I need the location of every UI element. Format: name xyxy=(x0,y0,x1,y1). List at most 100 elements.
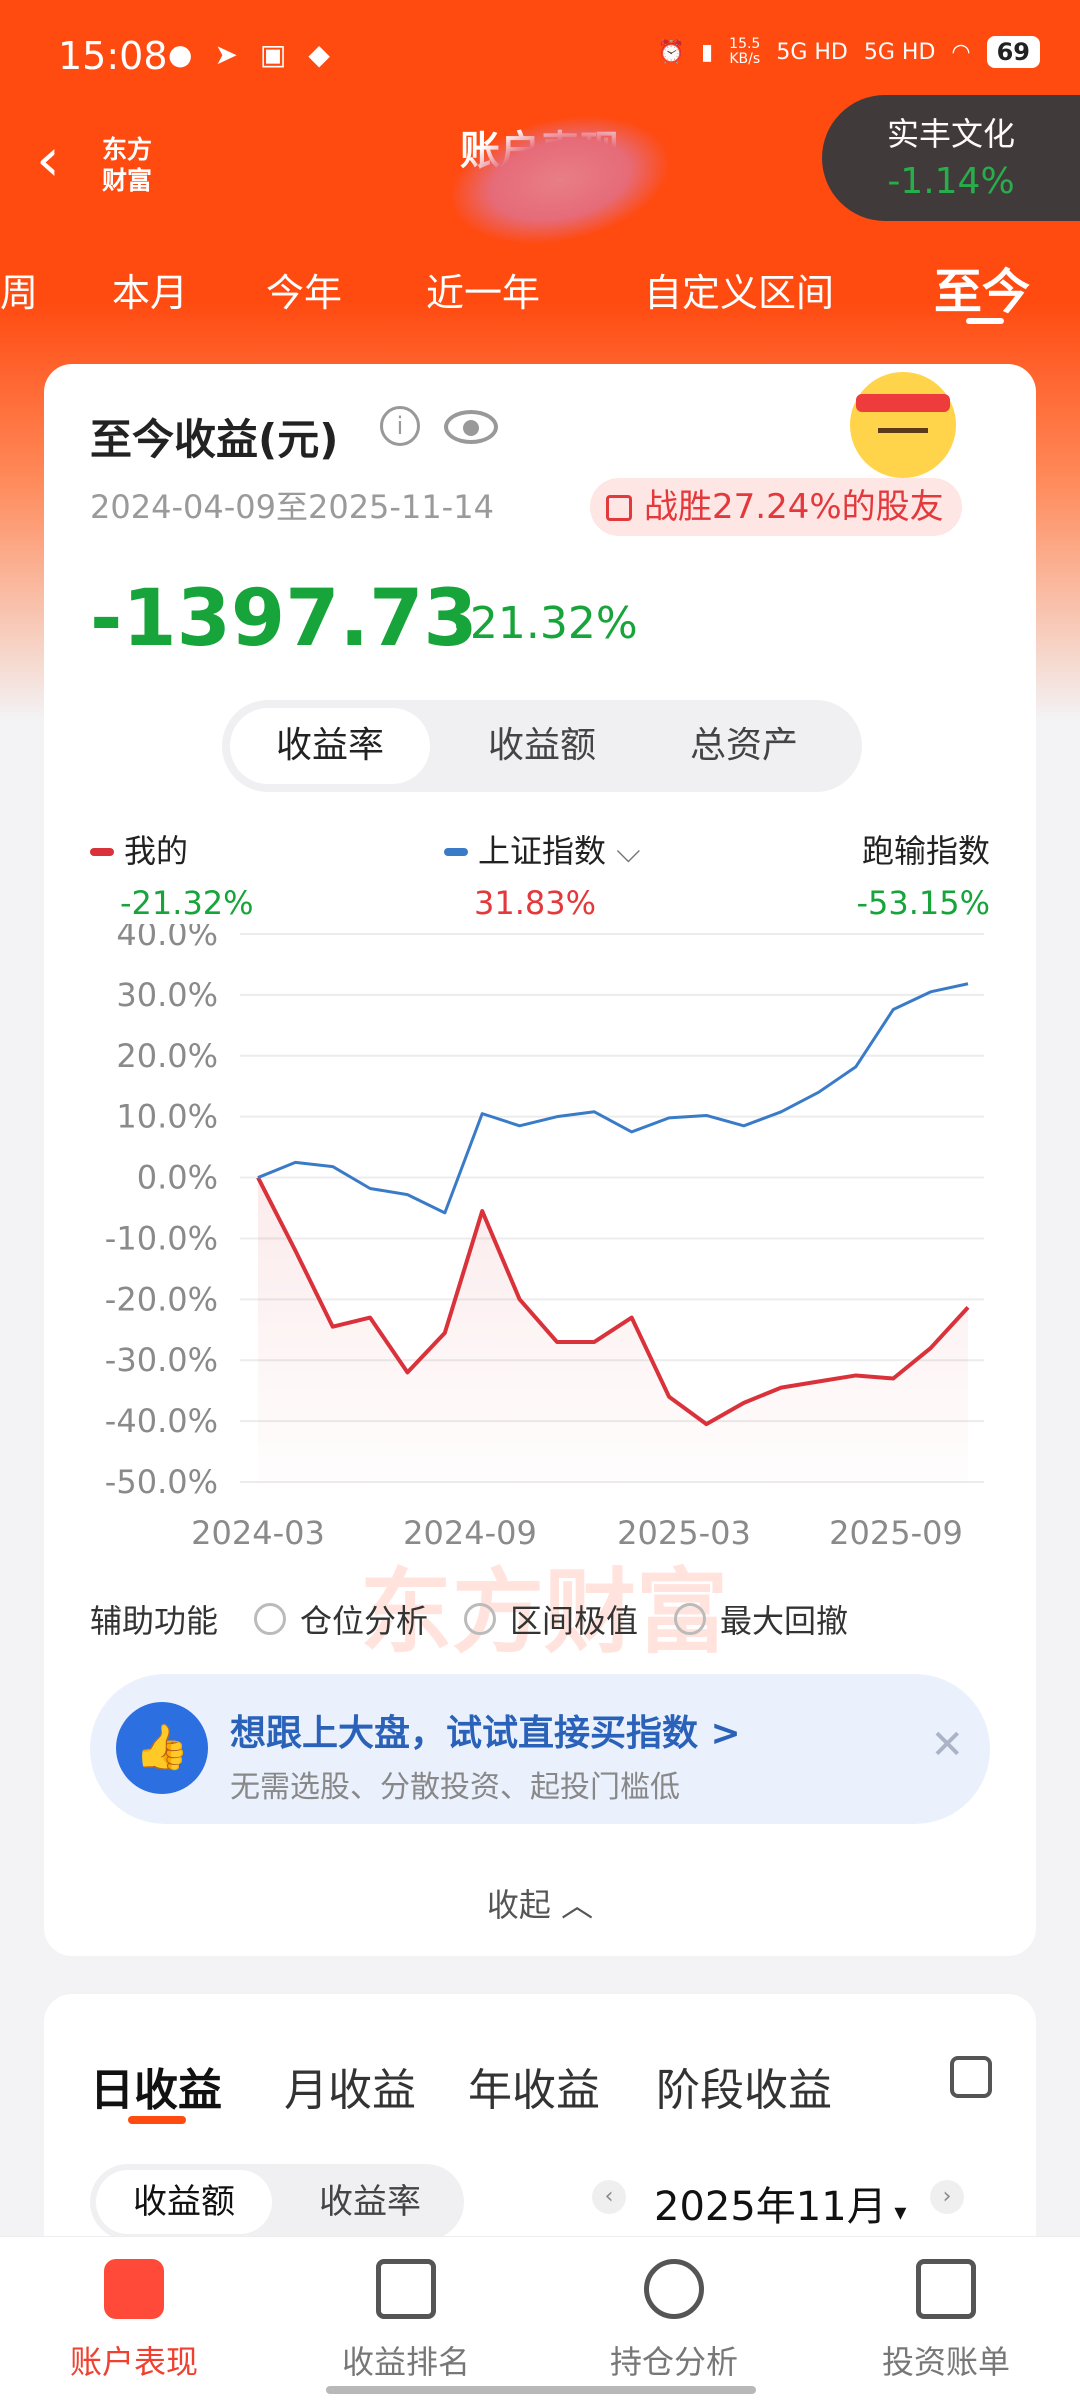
tab-daily-income[interactable]: 日收益 xyxy=(90,2065,222,2116)
stock-chip[interactable]: 实丰文化 -1.14% xyxy=(822,95,1080,221)
income-segmented-control: 收益额 收益率 xyxy=(90,2164,464,2240)
stock-name: 实丰文化 xyxy=(886,115,1015,153)
y-tick-label: 30.0% xyxy=(116,976,218,1014)
prev-month-icon[interactable]: ‹ xyxy=(592,2180,626,2214)
tab-custom-range[interactable]: 自定义区间 xyxy=(644,271,835,315)
eastmoney-logo: 东方 财富 xyxy=(101,135,152,195)
bottom-tab-holdings-analysis[interactable]: 持仓分析 xyxy=(564,2259,784,2383)
layers-icon: ◆ xyxy=(308,38,330,71)
radio-icon xyxy=(674,1603,707,1635)
data-point xyxy=(332,1326,334,1328)
data-point xyxy=(369,1188,371,1190)
data-point xyxy=(892,1377,894,1379)
message-icon: ● xyxy=(168,38,193,71)
data-point xyxy=(967,1306,969,1308)
beat-percentile-badge[interactable]: 战胜27.24%的股友 xyxy=(590,478,962,536)
radio-icon xyxy=(464,1603,497,1635)
system-icons: ⏰ ▮ 15.5 KB/s 5G HD 5G HD ◠ 69 xyxy=(658,36,1040,68)
summary-card: 至今收益(元) i 2024-04-09至2025-11-14 战胜27.24%… xyxy=(44,364,1036,1956)
index-promo-banner[interactable]: 👍 想跟上大盘，试试直接买指数 > 无需选股、分散投资、起投门槛低 ✕ xyxy=(90,1674,990,1824)
series-area-我的 xyxy=(258,1177,968,1482)
eye-icon[interactable] xyxy=(444,410,498,444)
bottom-tab-profit-ranking[interactable]: 收益排名 xyxy=(296,2259,516,2383)
radio-max-drawdown[interactable]: 最大回撤 xyxy=(674,1596,848,1642)
bottom-tab-investment-bill[interactable]: 投资账单 xyxy=(836,2259,1056,2383)
trend-chart-icon xyxy=(104,2259,164,2319)
tab-monthly-income[interactable]: 月收益 xyxy=(284,2065,416,2116)
data-point xyxy=(855,1374,857,1376)
share-icon[interactable] xyxy=(950,2056,992,2098)
data-point xyxy=(519,1298,521,1300)
segment-return-rate[interactable]: 收益率 xyxy=(230,708,430,784)
data-point xyxy=(705,1423,707,1425)
segment-income-amount[interactable]: 收益额 xyxy=(96,2170,272,2234)
y-tick-label: -50.0% xyxy=(105,1463,218,1501)
y-tick-label: 10.0% xyxy=(116,1098,218,1136)
legend-red-dot xyxy=(90,848,114,856)
legend-blue-dot xyxy=(444,848,468,856)
y-tick-label: 40.0% xyxy=(116,924,218,953)
active-tab-underline xyxy=(128,2116,186,2124)
tab-stage-income[interactable]: 阶段收益 xyxy=(656,2065,832,2116)
net-speed: 15.5 KB/s xyxy=(729,36,761,67)
data-point xyxy=(668,1396,670,1398)
data-point xyxy=(743,1402,745,1404)
data-point xyxy=(332,1166,334,1168)
data-point xyxy=(818,1381,820,1383)
return-chart[interactable]: 40.0% 30.0% 20.0% 10.0% 0.0% -10.0% -20.0% -30.… xyxy=(44,924,1036,1914)
data-point xyxy=(369,1317,371,1319)
tab-since-inception[interactable]: 至今 xyxy=(934,264,1031,320)
legend-index[interactable]: 上证指数 ⌵ 31.83% xyxy=(444,826,640,922)
data-point xyxy=(481,1210,483,1212)
stock-change: -1.14% xyxy=(887,161,1015,202)
data-point xyxy=(780,1111,782,1113)
battery-indicator: 69 xyxy=(986,36,1040,68)
bottom-tab-account-performance[interactable]: 账户表现 xyxy=(24,2259,244,2383)
data-point xyxy=(444,1212,446,1214)
month-selector[interactable]: 2025年11月 ▾ xyxy=(654,2184,907,2230)
period-tabs: 周 本月 今年 近一年 自定义区间 至今 xyxy=(0,250,1080,330)
x-tick-label: 2025-09 xyxy=(829,1514,963,1552)
data-point xyxy=(631,1317,633,1319)
legend-lag-value: -53.15% xyxy=(856,884,990,922)
angry-face-icon xyxy=(850,372,956,478)
radio-range-extremes[interactable]: 区间极值 xyxy=(464,1596,638,1642)
data-point xyxy=(444,1332,446,1334)
y-tick-label: 20.0% xyxy=(116,1037,218,1075)
segment-income-rate[interactable]: 收益率 xyxy=(319,2182,421,2222)
profit-percent: -21.32% xyxy=(454,598,638,649)
profit-amount: -1397.73 xyxy=(90,574,478,664)
send-icon: ➤ xyxy=(214,38,238,71)
home-indicator xyxy=(326,2386,756,2394)
data-point xyxy=(892,1009,894,1011)
thumbs-up-icon: 👍 xyxy=(116,1702,208,1794)
data-point xyxy=(967,983,969,985)
tab-month[interactable]: 本月 xyxy=(112,271,189,315)
data-point xyxy=(593,1111,595,1113)
close-icon[interactable]: ✕ xyxy=(930,1722,964,1768)
collapse-button[interactable]: 收起 ︿ xyxy=(486,1886,594,1924)
radio-position-analysis[interactable]: 仓位分析 xyxy=(254,1596,428,1642)
app-icon: ▣ xyxy=(259,38,287,71)
data-point xyxy=(294,1250,296,1252)
tab-week[interactable]: 周 xyxy=(0,271,39,315)
next-month-icon[interactable]: › xyxy=(930,2180,964,2214)
back-arrow-icon[interactable]: ‹ xyxy=(36,125,60,195)
status-bar: 15:08 ● ➤ ▣ ◆ ⏰ ▮ 15.5 KB/s 5G HD 5G HD ◠… xyxy=(0,0,1080,110)
data-point xyxy=(593,1341,595,1343)
tab-yearly-income[interactable]: 年收益 xyxy=(468,2065,600,2116)
active-period-underline xyxy=(966,318,1004,324)
info-icon[interactable]: i xyxy=(380,406,420,446)
data-point xyxy=(481,1113,483,1115)
segment-return-amount[interactable]: 收益额 xyxy=(487,725,596,766)
radio-icon xyxy=(254,1603,287,1635)
series-line-我的 xyxy=(256,1176,970,1427)
segment-total-assets[interactable]: 总资产 xyxy=(689,725,798,766)
tab-year[interactable]: 今年 xyxy=(266,271,343,315)
tab-last-year[interactable]: 近一年 xyxy=(426,271,541,315)
caret-down-icon: ▾ xyxy=(886,2198,907,2226)
data-point xyxy=(930,991,932,993)
y-tick-label: 0.0% xyxy=(137,1159,218,1197)
aux-functions: 辅助功能 仓位分析 区间极值 最大回撤 xyxy=(90,1596,848,1642)
y-tick-label: -40.0% xyxy=(105,1402,218,1440)
